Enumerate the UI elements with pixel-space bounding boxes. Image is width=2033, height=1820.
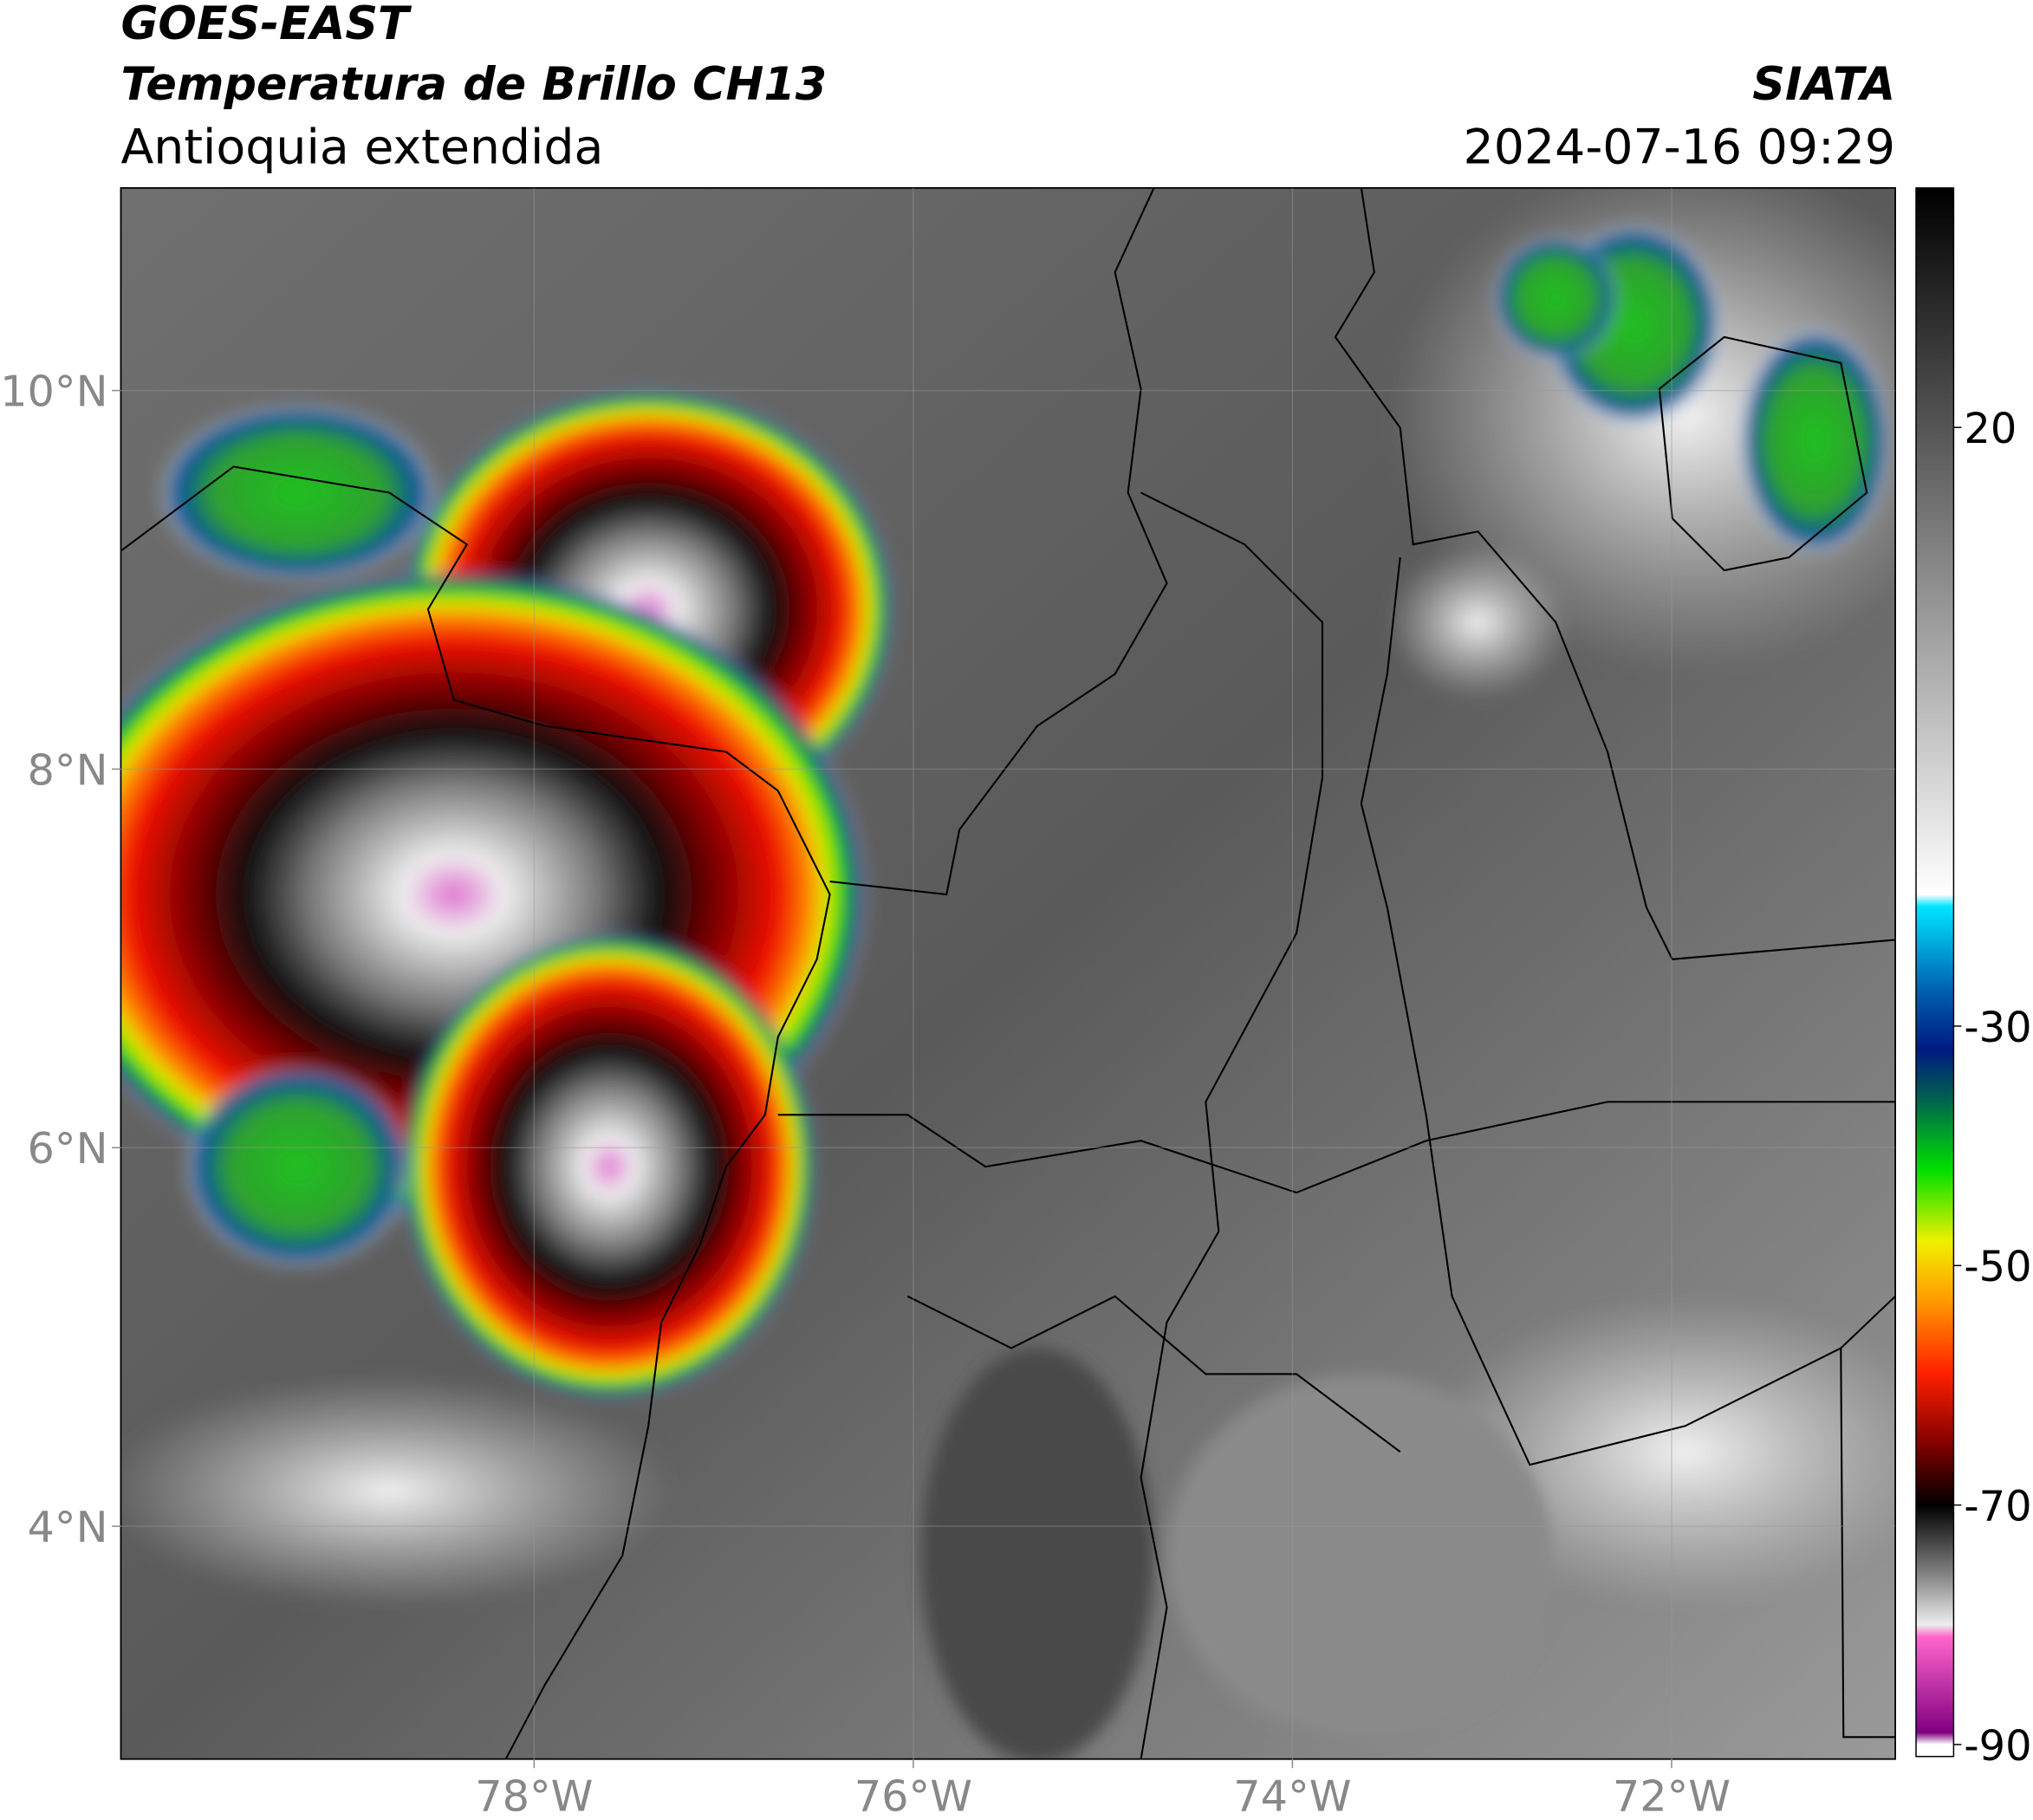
y-tick-label: 10°N [0,367,107,417]
y-tick-label: 4°N [28,1502,108,1552]
y-tick-label: 6°N [28,1123,108,1173]
colorbar-tick-label: -30 [1964,1004,2031,1052]
colorbar [1915,187,1955,1758]
map-frame [120,186,1896,1760]
colorbar-tick-label: 20 [1964,406,2017,453]
x-tick-label: 74°W [1233,1771,1351,1820]
x-tick-label: 76°W [854,1771,972,1820]
y-tick-label: 8°N [28,744,108,795]
x-tick-label: 72°W [1613,1771,1731,1820]
subtitle: Temperatura de Brillo CH13 [120,58,827,111]
colorbar-tick-label: -70 [1964,1484,2031,1531]
x-tick-label: 78°W [475,1771,593,1820]
datetime: 2024-07-16 09:29 [1464,120,1896,175]
region: Antioquia extendida [120,120,603,175]
title: GOES-EAST [120,0,412,50]
imagery [120,187,1896,1759]
source: SIATA [1752,58,1895,111]
colorbar-tick-label: -50 [1964,1244,2031,1291]
colorbar-tick-label: -90 [1964,1723,2031,1771]
borders [120,187,1896,1759]
